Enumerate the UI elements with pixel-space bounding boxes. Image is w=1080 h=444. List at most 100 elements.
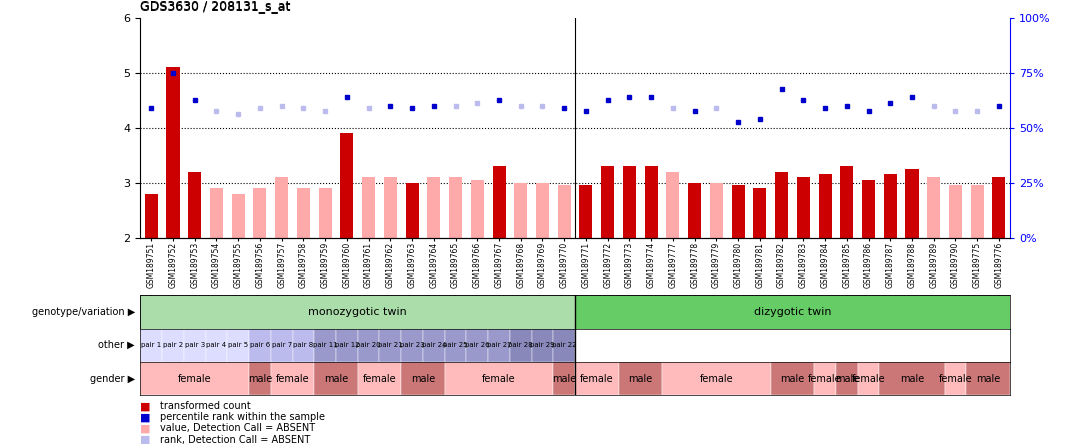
Text: transformed count: transformed count bbox=[160, 401, 251, 411]
Text: pair 3: pair 3 bbox=[185, 342, 205, 348]
Text: pair 22: pair 22 bbox=[552, 342, 577, 348]
Bar bbox=[402, 329, 423, 362]
Bar bbox=[205, 329, 228, 362]
Bar bbox=[254, 188, 267, 238]
Bar bbox=[445, 362, 553, 395]
Bar bbox=[514, 182, 527, 238]
Bar bbox=[905, 169, 918, 238]
Text: GDS3630 / 208131_s_at: GDS3630 / 208131_s_at bbox=[140, 0, 291, 12]
Bar bbox=[340, 133, 353, 238]
Text: male: male bbox=[552, 373, 577, 384]
Bar bbox=[228, 329, 249, 362]
Bar bbox=[406, 182, 419, 238]
Text: female: female bbox=[482, 373, 516, 384]
Bar bbox=[357, 329, 379, 362]
Bar bbox=[862, 180, 875, 238]
Bar bbox=[945, 362, 967, 395]
Text: male: male bbox=[976, 373, 1000, 384]
Bar bbox=[536, 182, 549, 238]
Bar bbox=[275, 177, 288, 238]
Text: percentile rank within the sample: percentile rank within the sample bbox=[160, 412, 325, 422]
Bar bbox=[297, 188, 310, 238]
Text: GDS3630 / 208131_s_at: GDS3630 / 208131_s_at bbox=[140, 0, 291, 13]
Text: pair 28: pair 28 bbox=[509, 342, 534, 348]
Bar bbox=[797, 177, 810, 238]
Bar bbox=[858, 362, 879, 395]
Bar bbox=[576, 362, 619, 395]
Text: male: male bbox=[247, 373, 272, 384]
Bar bbox=[232, 194, 245, 238]
Text: pair 24: pair 24 bbox=[421, 342, 446, 348]
Text: pair 6: pair 6 bbox=[249, 342, 270, 348]
Bar bbox=[402, 362, 445, 395]
Text: pair 20: pair 20 bbox=[356, 342, 381, 348]
Bar bbox=[362, 177, 375, 238]
Bar bbox=[928, 177, 941, 238]
Text: male: male bbox=[835, 373, 859, 384]
Bar bbox=[492, 166, 505, 238]
Text: male: male bbox=[410, 373, 435, 384]
Bar bbox=[553, 362, 576, 395]
Bar bbox=[688, 182, 701, 238]
Bar bbox=[819, 174, 832, 238]
Bar bbox=[449, 177, 462, 238]
Bar bbox=[602, 166, 615, 238]
Text: female: female bbox=[275, 373, 309, 384]
Bar bbox=[293, 329, 314, 362]
Bar bbox=[166, 67, 179, 238]
Bar bbox=[710, 182, 723, 238]
Text: pair 11: pair 11 bbox=[313, 342, 338, 348]
Text: male: male bbox=[781, 373, 805, 384]
Bar bbox=[967, 362, 1010, 395]
Bar bbox=[249, 329, 271, 362]
Bar bbox=[993, 177, 1005, 238]
Text: female: female bbox=[852, 373, 886, 384]
Text: value, Detection Call = ABSENT: value, Detection Call = ABSENT bbox=[160, 424, 315, 433]
Text: pair 27: pair 27 bbox=[487, 342, 511, 348]
Text: pair 4: pair 4 bbox=[206, 342, 227, 348]
Text: pair 5: pair 5 bbox=[228, 342, 248, 348]
Bar bbox=[140, 295, 576, 329]
Text: male: male bbox=[900, 373, 924, 384]
Text: pair 26: pair 26 bbox=[465, 342, 489, 348]
Bar bbox=[619, 362, 662, 395]
Bar bbox=[249, 362, 271, 395]
Bar bbox=[623, 166, 636, 238]
Text: ■: ■ bbox=[140, 401, 151, 411]
Text: female: female bbox=[939, 373, 972, 384]
Bar bbox=[467, 329, 488, 362]
Bar bbox=[971, 185, 984, 238]
Text: pair 12: pair 12 bbox=[335, 342, 360, 348]
Bar bbox=[949, 185, 962, 238]
Bar bbox=[553, 329, 576, 362]
Text: ■: ■ bbox=[140, 435, 151, 444]
Text: pair 23: pair 23 bbox=[400, 342, 424, 348]
Bar bbox=[666, 172, 679, 238]
Text: ■: ■ bbox=[140, 424, 151, 433]
Bar bbox=[840, 166, 853, 238]
Bar bbox=[576, 295, 1010, 329]
Text: other ▶: other ▶ bbox=[98, 340, 135, 350]
Text: pair 29: pair 29 bbox=[530, 342, 555, 348]
Text: female: female bbox=[363, 373, 396, 384]
Bar bbox=[557, 185, 570, 238]
Bar bbox=[210, 188, 222, 238]
Bar bbox=[184, 329, 205, 362]
Bar bbox=[314, 329, 336, 362]
Bar bbox=[814, 362, 836, 395]
Bar bbox=[771, 362, 814, 395]
Bar bbox=[645, 166, 658, 238]
Bar bbox=[510, 329, 531, 362]
Text: male: male bbox=[629, 373, 652, 384]
Text: rank, Detection Call = ABSENT: rank, Detection Call = ABSENT bbox=[160, 435, 310, 444]
Bar bbox=[423, 329, 445, 362]
Text: pair 7: pair 7 bbox=[271, 342, 292, 348]
Text: female: female bbox=[700, 373, 733, 384]
Bar bbox=[754, 188, 767, 238]
Bar bbox=[775, 172, 788, 238]
Text: genotype/variation ▶: genotype/variation ▶ bbox=[31, 307, 135, 317]
Bar bbox=[731, 185, 744, 238]
Bar bbox=[314, 362, 357, 395]
Bar bbox=[836, 362, 858, 395]
Bar bbox=[445, 329, 467, 362]
